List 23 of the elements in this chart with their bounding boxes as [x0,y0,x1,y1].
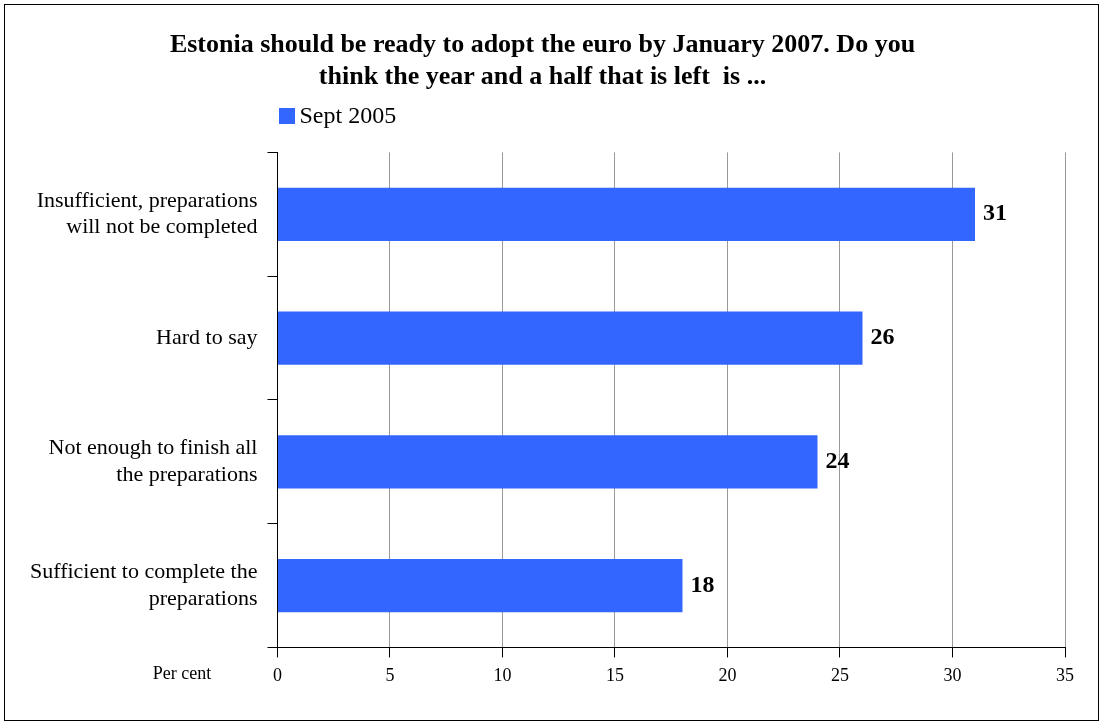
data-label: 24 [825,446,850,473]
legend-label: Sept 2005 [299,102,397,130]
x-tick-label: 35 [1056,664,1074,685]
x-tick-label: 30 [943,664,962,685]
x-tick-label: 25 [830,664,849,685]
x-tick-label: 20 [718,664,737,685]
data-label: 26 [870,323,895,350]
chart-title: Estonia should be ready to adopt the euro by January 2007. Do you think the year and a half that is left is ... [169,29,916,90]
bar [277,187,975,241]
y-tick-label: Not enough to finish all the preparations [48,434,258,486]
y-tick-label: Sufficient to complete the preparations [29,558,258,610]
data-label: 18 [690,570,715,597]
x-tick-label: 0 [272,664,282,685]
x-axis-title: Per cent [152,663,212,684]
bar [277,558,683,613]
bar [277,311,863,365]
x-tick-label: 15 [605,664,624,685]
bar [277,435,818,489]
x-tick-label: 10 [493,664,512,685]
x-tick-label: 5 [385,664,395,685]
data-label: 31 [983,199,1007,226]
y-tick-label: Hard to say [156,323,258,349]
y-tick-label: Insufficient, preparations will not be completed [36,186,258,239]
